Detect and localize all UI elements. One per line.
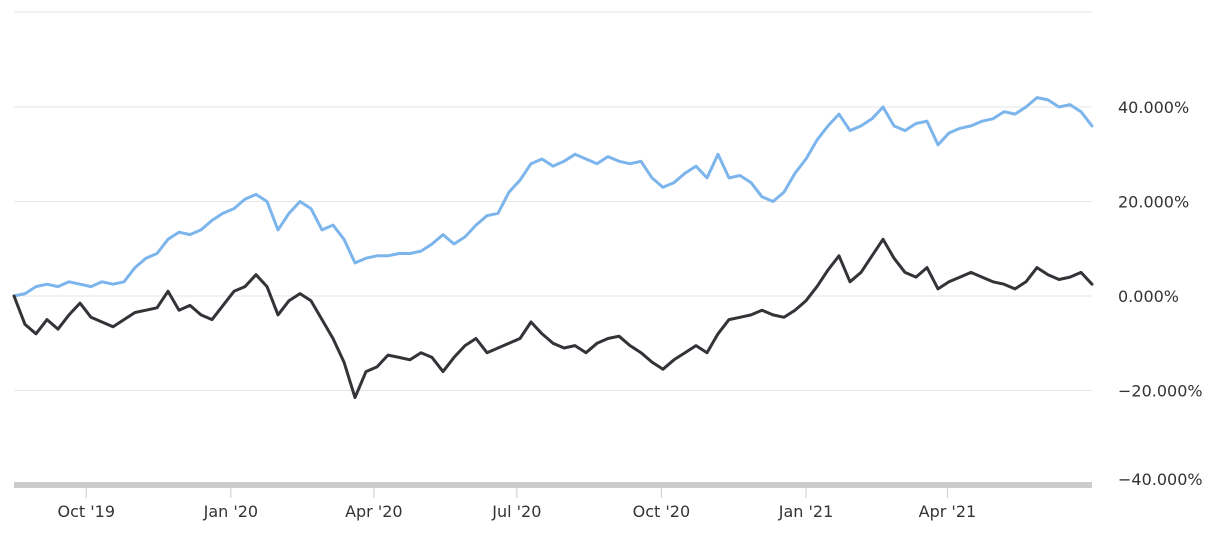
y-axis-labels: 40.000% 20.000% 0.000% −20.000% −40.000% — [1118, 98, 1203, 489]
y-tick-label: 40.000% — [1118, 98, 1189, 117]
x-tick-label: Jul '20 — [491, 502, 541, 521]
series-line-1 — [12, 96, 1094, 298]
x-tick-label: Apr '20 — [345, 502, 403, 521]
x-tick-label: Jan '21 — [778, 502, 834, 521]
x-tick-label: Jan '20 — [203, 502, 259, 521]
y-tick-label: −40.000% — [1118, 470, 1203, 489]
x-tick-label: Apr '21 — [919, 502, 977, 521]
x-tick-label: Oct '20 — [633, 502, 691, 521]
series-lines — [12, 96, 1094, 400]
x-tick-label: Oct '19 — [58, 502, 116, 521]
x-axis-labels: Oct '19 Jan '20 Apr '20 Jul '20 Oct '20 Jan '… — [58, 488, 977, 521]
series-line-2 — [12, 237, 1094, 400]
y-tick-label: 20.000% — [1118, 193, 1189, 212]
gridlines — [14, 11, 1092, 391]
y-tick-label: −20.000% — [1118, 382, 1203, 401]
y-tick-label: 0.000% — [1118, 287, 1179, 306]
x-axis-bar — [14, 482, 1092, 488]
